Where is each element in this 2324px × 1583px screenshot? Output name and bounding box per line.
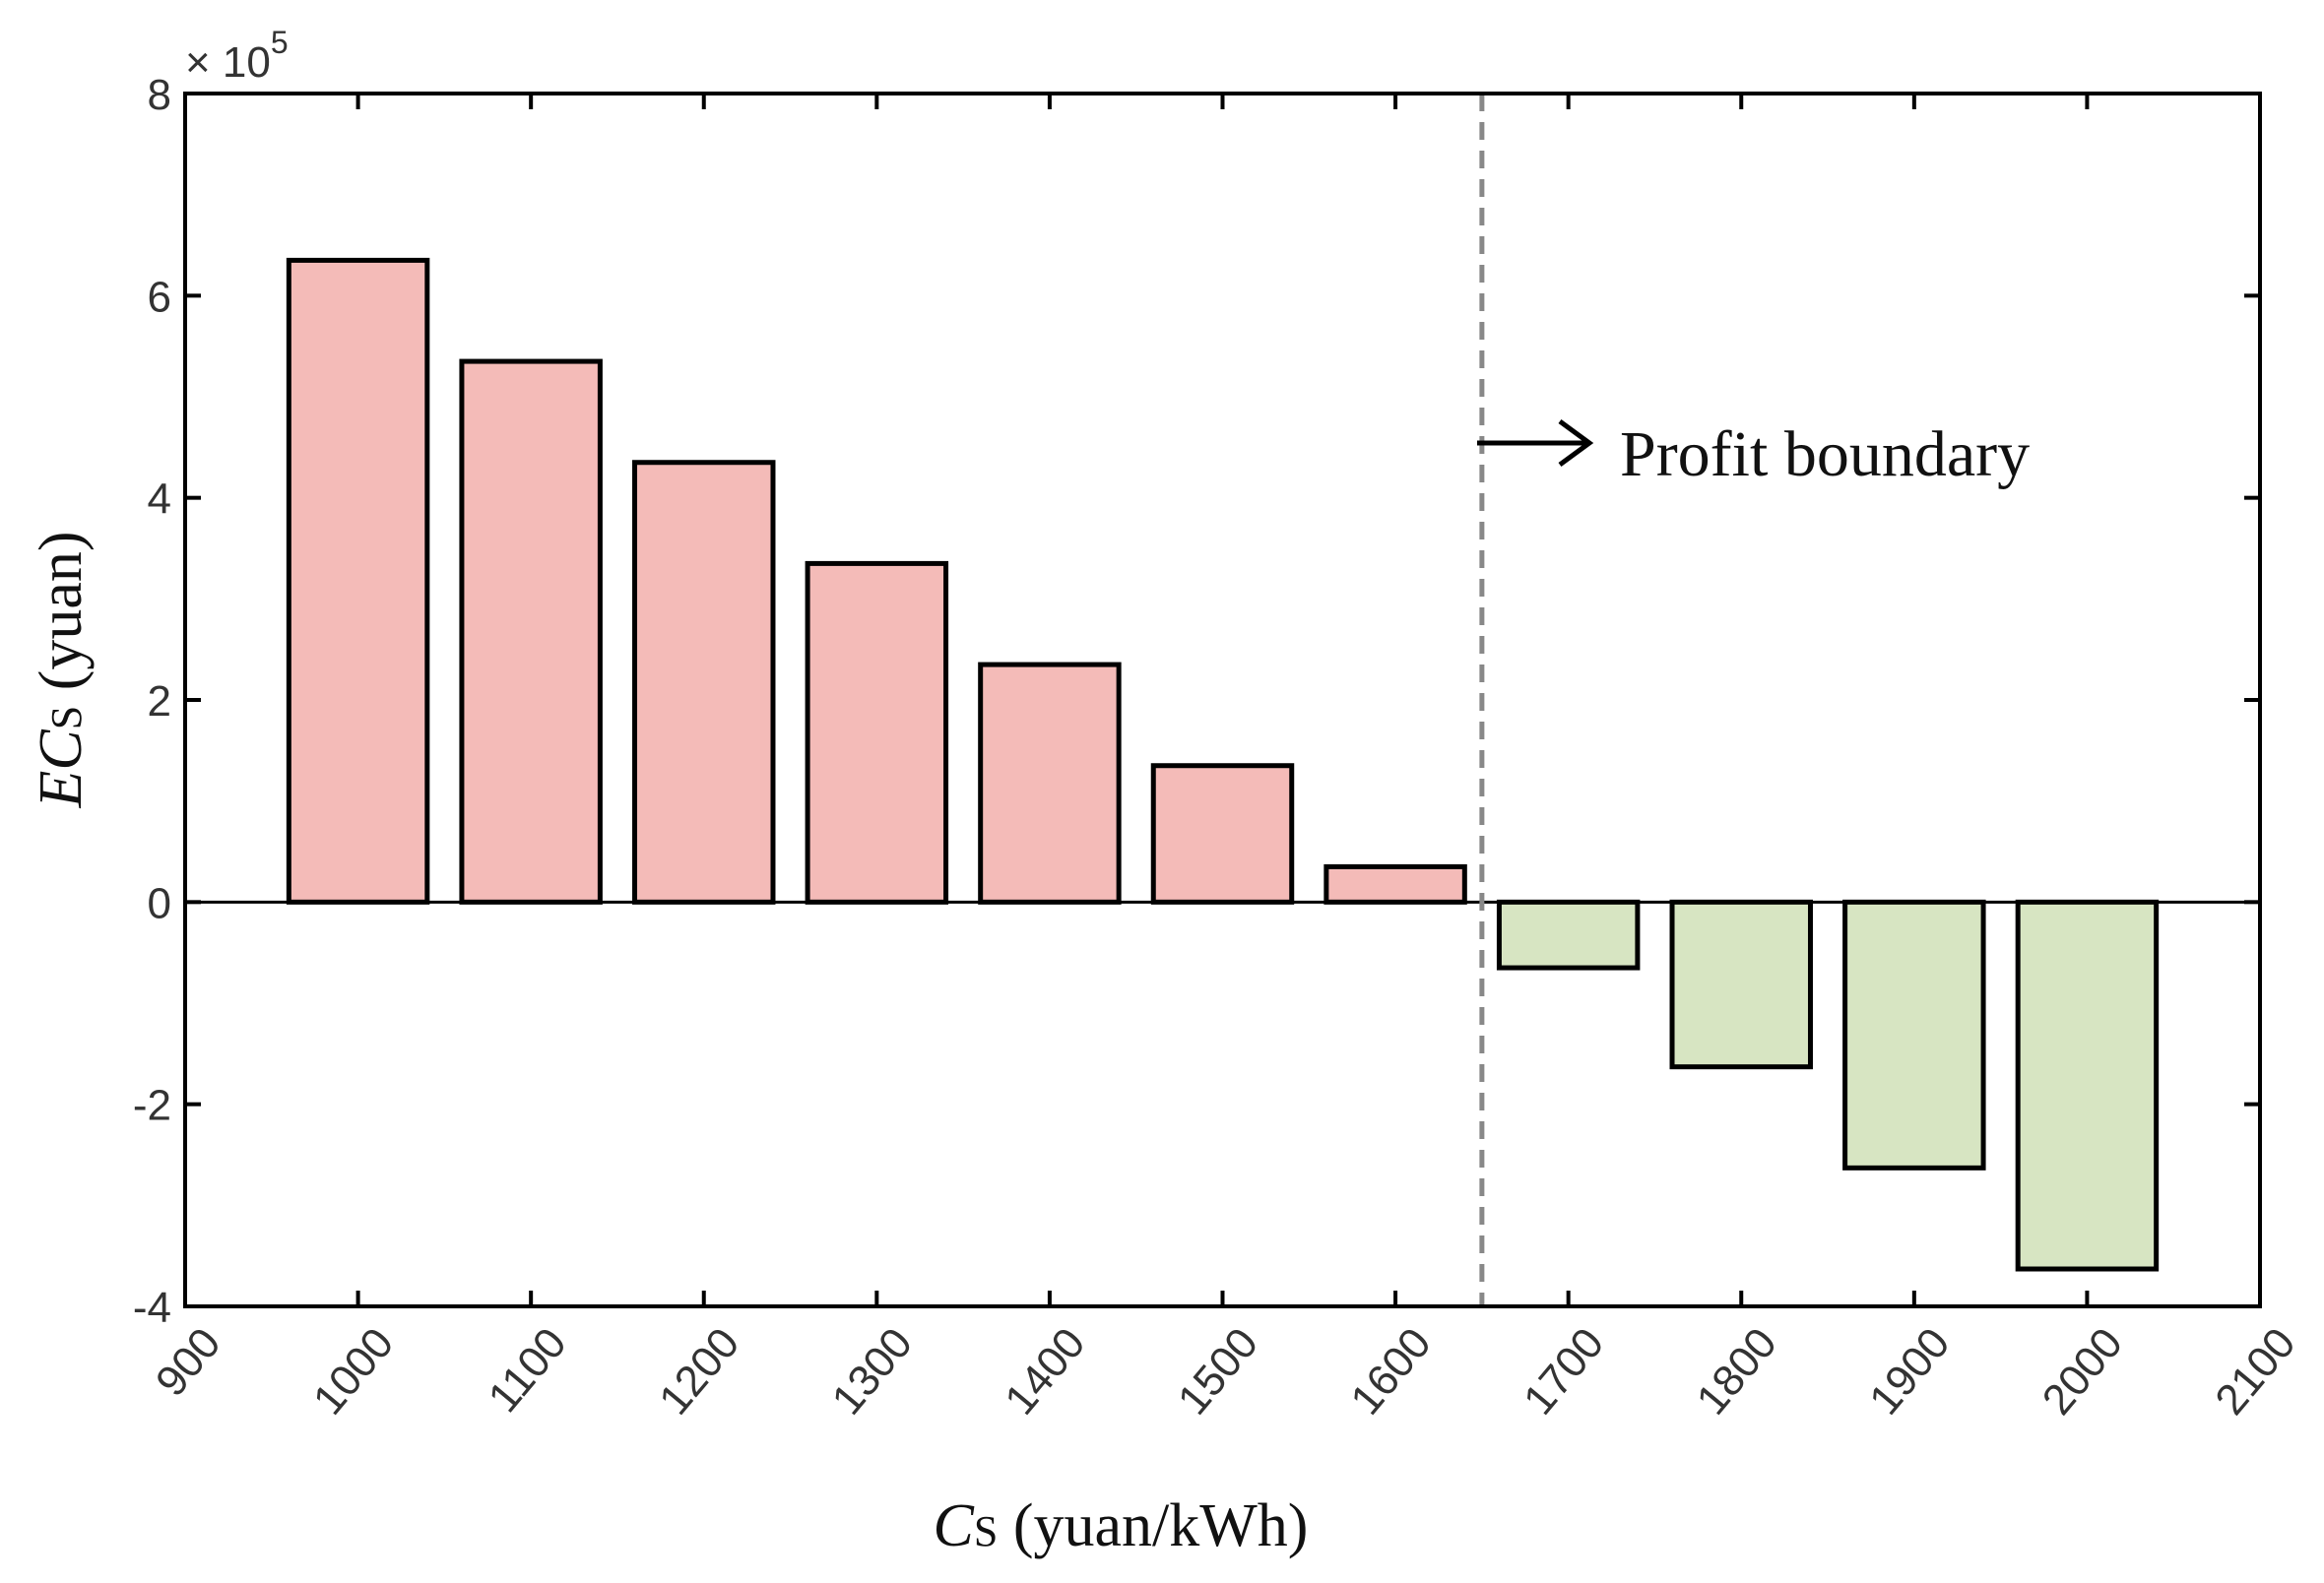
x-tick-label-2000: 2000 bbox=[2034, 1319, 2132, 1424]
y-tick-label-2: 2 bbox=[148, 677, 171, 726]
bar-1900 bbox=[1842, 899, 1986, 1171]
bar-1100 bbox=[459, 358, 603, 905]
x-tick-label-1800: 1800 bbox=[1687, 1319, 1785, 1424]
bar-1000 bbox=[286, 257, 430, 905]
y-tick-label--4: -4 bbox=[133, 1284, 171, 1332]
bar-1600 bbox=[1323, 863, 1467, 905]
x-tick-label-900: 900 bbox=[147, 1319, 230, 1406]
y-tick-label-6: 6 bbox=[148, 273, 171, 321]
x-tick-label-1100: 1100 bbox=[479, 1319, 575, 1422]
x-tick-labels: 900 1000 1100 1200 1300 1400 1500 1600 1700 1800 1… bbox=[147, 1319, 2305, 1424]
y-axis-title: ECS (yuan) bbox=[28, 531, 95, 808]
bar-1200 bbox=[632, 460, 776, 905]
bar-1400 bbox=[978, 662, 1122, 905]
profit-boundary-annotation: Profit boundary bbox=[1477, 418, 2030, 490]
x-axis-title: CS (yuan/kWh) bbox=[934, 1492, 1309, 1559]
y-tick-labels: -4 -2 0 2 4 6 8 bbox=[133, 71, 171, 1332]
bar-1700 bbox=[1496, 899, 1641, 971]
bar-1800 bbox=[1669, 899, 1813, 1070]
x-tick-label-1500: 1500 bbox=[1169, 1319, 1267, 1424]
x-tick-label-1600: 1600 bbox=[1341, 1319, 1440, 1424]
annotation-text: Profit boundary bbox=[1620, 418, 2030, 490]
x-tick-label-1400: 1400 bbox=[996, 1319, 1094, 1424]
y-tick-label-4: 4 bbox=[148, 475, 171, 524]
x-tick-label-1900: 1900 bbox=[1860, 1319, 1959, 1424]
x-tick-label-2100: 2100 bbox=[2206, 1319, 2304, 1424]
x-tick-label-1300: 1300 bbox=[823, 1319, 922, 1424]
bar-1300 bbox=[805, 560, 949, 905]
ticks-group bbox=[183, 92, 2262, 1308]
y-tick-label--2: -2 bbox=[133, 1082, 171, 1130]
bar-1500 bbox=[1150, 763, 1295, 905]
x-tick-label-1200: 1200 bbox=[650, 1319, 748, 1424]
bar-2000 bbox=[2015, 899, 2160, 1272]
y-scale-multiplier: × 105 bbox=[185, 25, 289, 87]
y-tick-label-0: 0 bbox=[148, 879, 171, 927]
annotation-arrow-head bbox=[1558, 418, 1594, 468]
x-tick-label-1000: 1000 bbox=[304, 1319, 403, 1424]
x-tick-label-1700: 1700 bbox=[1515, 1319, 1613, 1424]
bars-group bbox=[286, 257, 2160, 1272]
y-tick-label-8: 8 bbox=[148, 71, 171, 119]
